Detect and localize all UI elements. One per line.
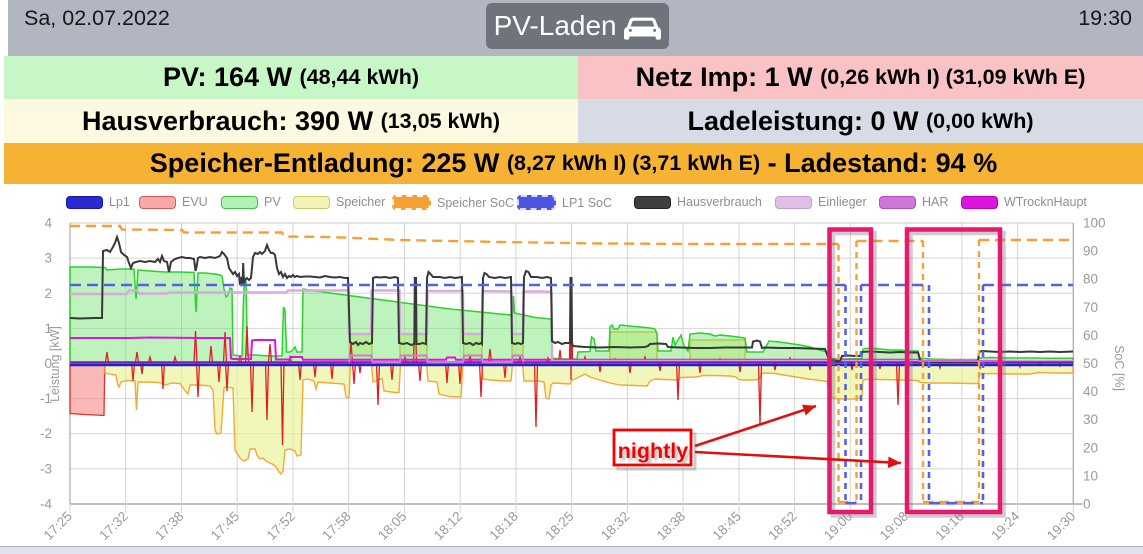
svg-text:17:52: 17:52 [264,509,299,544]
svg-text:nightly: nightly [621,442,692,466]
svg-text:18:45: 18:45 [710,509,745,544]
svg-text:40: 40 [1083,384,1098,399]
svg-text:50: 50 [1083,356,1098,371]
svg-text:nightly: nightly [618,439,689,463]
svg-text:Leistung [kW]: Leistung [kW] [48,326,62,402]
svg-text:20: 20 [1083,440,1098,455]
svg-text:17:45: 17:45 [208,509,243,544]
svg-text:70: 70 [1083,300,1098,315]
svg-text:90: 90 [1083,244,1098,259]
svg-text:SoC [%]: SoC [%] [1112,345,1126,391]
svg-text:0: 0 [44,356,52,371]
svg-text:18:18: 18:18 [487,509,522,544]
svg-text:18:05: 18:05 [375,509,410,544]
svg-text:80: 80 [1083,272,1098,287]
svg-text:17:32: 17:32 [96,509,131,544]
svg-text:18:12: 18:12 [431,509,466,544]
svg-text:-2: -2 [40,426,52,441]
svg-text:30: 30 [1083,412,1098,427]
svg-text:17:58: 17:58 [319,509,354,544]
svg-text:3: 3 [44,251,52,266]
svg-text:2: 2 [44,286,52,301]
svg-text:-3: -3 [40,461,52,476]
svg-text:18:52: 18:52 [765,509,800,544]
svg-text:18:38: 18:38 [654,509,689,544]
svg-text:17:25: 17:25 [41,509,76,544]
svg-text:-1: -1 [40,391,52,406]
svg-text:0: 0 [1083,497,1091,512]
svg-text:-4: -4 [40,497,52,512]
svg-text:10: 10 [1083,468,1098,483]
svg-text:17:38: 17:38 [152,509,187,544]
svg-text:18:32: 18:32 [598,509,633,544]
svg-text:60: 60 [1083,328,1098,343]
svg-text:100: 100 [1083,216,1106,231]
svg-text:19:30: 19:30 [1044,509,1079,544]
svg-text:4: 4 [44,216,52,231]
svg-text:1: 1 [44,321,52,336]
svg-text:18:25: 18:25 [542,509,577,544]
